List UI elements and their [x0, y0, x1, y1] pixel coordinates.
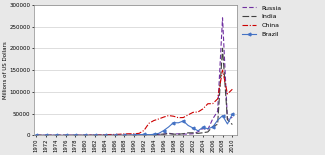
Legend: Russia, India, China, Brazil: Russia, India, China, Brazil [242, 5, 281, 37]
Y-axis label: Millions of US Dollars: Millions of US Dollars [3, 41, 8, 99]
